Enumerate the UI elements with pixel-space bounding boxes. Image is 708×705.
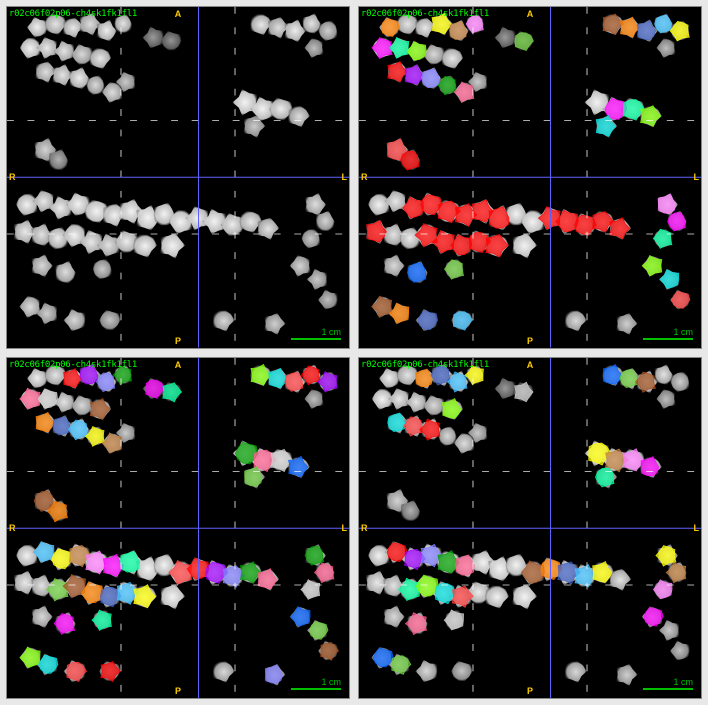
viewer-canvas[interactable] xyxy=(359,7,701,348)
image-panel-original[interactable]: r02c06f02p06-ch4sk1fk1fl1 A P R L 1 cm xyxy=(6,6,350,349)
axis-left: L xyxy=(342,523,348,533)
scale-bar: 1 cm xyxy=(643,327,693,340)
image-panel-overlay-b[interactable]: r02c06f02p06-ch4sk1fk1fl1 A P R L 1 cm xyxy=(6,357,350,700)
axis-left: L xyxy=(694,523,700,533)
axis-posterior: P xyxy=(175,686,181,696)
axis-right: R xyxy=(361,523,368,533)
viewer-grid: r02c06f02p06-ch4sk1fk1fl1 A P R L 1 cm r02c06… xyxy=(0,0,708,705)
scale-bar: 1 cm xyxy=(291,327,341,340)
axis-right: R xyxy=(361,172,368,182)
axis-right: R xyxy=(9,523,16,533)
axis-anterior: A xyxy=(527,360,534,370)
axis-right: R xyxy=(9,172,16,182)
scale-bar: 1 cm xyxy=(291,677,341,690)
axis-posterior: P xyxy=(527,686,533,696)
axis-anterior: A xyxy=(175,360,182,370)
file-label: r02c06f02p06-ch4sk1fk1fl1 xyxy=(361,360,489,370)
image-panel-overlay-c[interactable]: r02c06f02p06-ch4sk1fk1fl1 A P R L 1 cm xyxy=(358,357,702,700)
axis-anterior: A xyxy=(527,9,534,19)
file-label: r02c06f02p06-ch4sk1fk1fl1 xyxy=(361,9,489,19)
axis-left: L xyxy=(342,172,348,182)
file-label: r02c06f02p06-ch4sk1fk1fl1 xyxy=(9,360,137,370)
axis-anterior: A xyxy=(175,9,182,19)
viewer-canvas[interactable] xyxy=(359,358,701,699)
file-label: r02c06f02p06-ch4sk1fk1fl1 xyxy=(9,9,137,19)
viewer-canvas[interactable] xyxy=(7,358,349,699)
axis-posterior: P xyxy=(527,336,533,346)
image-panel-overlay-a[interactable]: r02c06f02p06-ch4sk1fk1fl1 A P R L 1 cm xyxy=(358,6,702,349)
viewer-canvas[interactable] xyxy=(7,7,349,348)
axis-left: L xyxy=(694,172,700,182)
scale-bar: 1 cm xyxy=(643,677,693,690)
axis-posterior: P xyxy=(175,336,181,346)
